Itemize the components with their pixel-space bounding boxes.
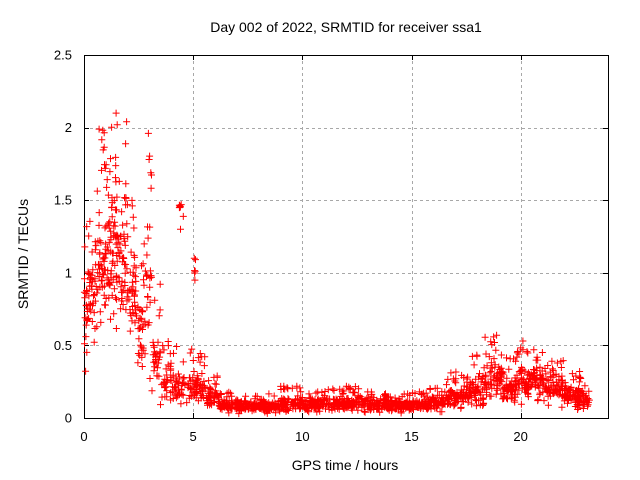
x-tick-label: 5 [190, 429, 197, 444]
x-tick-labels: 0 5 10 15 20 [80, 429, 528, 444]
x-axis-label: GPS time / hours [292, 457, 399, 473]
x-tick-label: 20 [513, 429, 527, 444]
y-axis-label: SRMTID / TECUs [15, 199, 31, 309]
axis-ticks [84, 55, 608, 419]
x-tick-label: 10 [295, 429, 309, 444]
plot-border [84, 55, 609, 419]
y-tick-label: 0.5 [54, 338, 72, 353]
y-tick-labels: 0 0.5 1 1.5 2 2.5 [54, 48, 72, 426]
y-tick-label: 2 [65, 120, 72, 135]
y-tick-label: 1 [65, 265, 72, 280]
y-tick-label: 2.5 [54, 48, 72, 63]
x-tick-label: 0 [80, 429, 87, 444]
gridlines [84, 55, 608, 419]
y-tick-label: 1.5 [54, 193, 72, 208]
x-tick-label: 15 [404, 429, 418, 444]
chart-title: Day 002 of 2022, SRMTID for receiver ssa… [210, 19, 482, 35]
scatter-points [80, 109, 593, 418]
y-tick-label: 0 [65, 411, 72, 426]
